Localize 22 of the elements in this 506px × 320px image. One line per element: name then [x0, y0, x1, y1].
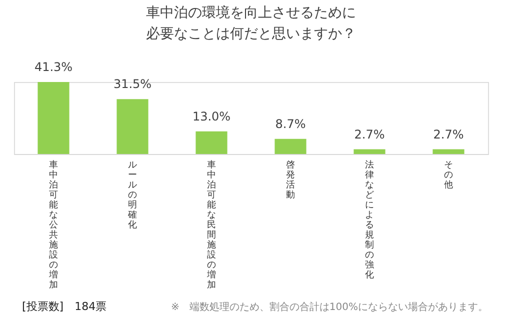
- x-tick-label: その他: [444, 160, 453, 190]
- data-label: 8.7%: [275, 116, 306, 131]
- x-tick-label: 啓発活動: [286, 160, 295, 200]
- data-label: 2.7%: [354, 127, 385, 142]
- bar: [38, 82, 70, 154]
- text: 車中泊の環境を向上させるために: [146, 5, 356, 21]
- category-label: 法律などによる規制の強化: [365, 160, 374, 280]
- text: [投票数] 184票: [22, 300, 107, 313]
- text: ※ 端数処理のため、割合の合計は100%にならない場合があります。: [171, 301, 488, 313]
- category-label: 車中泊可能な民間施設の増加: [207, 160, 216, 290]
- bar: [432, 149, 464, 154]
- data-label: 2.7%: [433, 127, 464, 142]
- bar: [274, 138, 306, 154]
- data-label: 41.3%: [34, 60, 73, 74]
- data-label: 13.0%: [192, 109, 231, 124]
- text: 必要なことは何だと思いますか？: [146, 26, 356, 42]
- category-label: 車中泊可能な公共施設の増加: [49, 160, 58, 290]
- bar: [116, 99, 148, 154]
- bar: [196, 131, 228, 154]
- x-tick-label: ルールの明確化: [127, 160, 137, 230]
- bar: [354, 149, 386, 154]
- data-label: 31.5%: [113, 77, 152, 92]
